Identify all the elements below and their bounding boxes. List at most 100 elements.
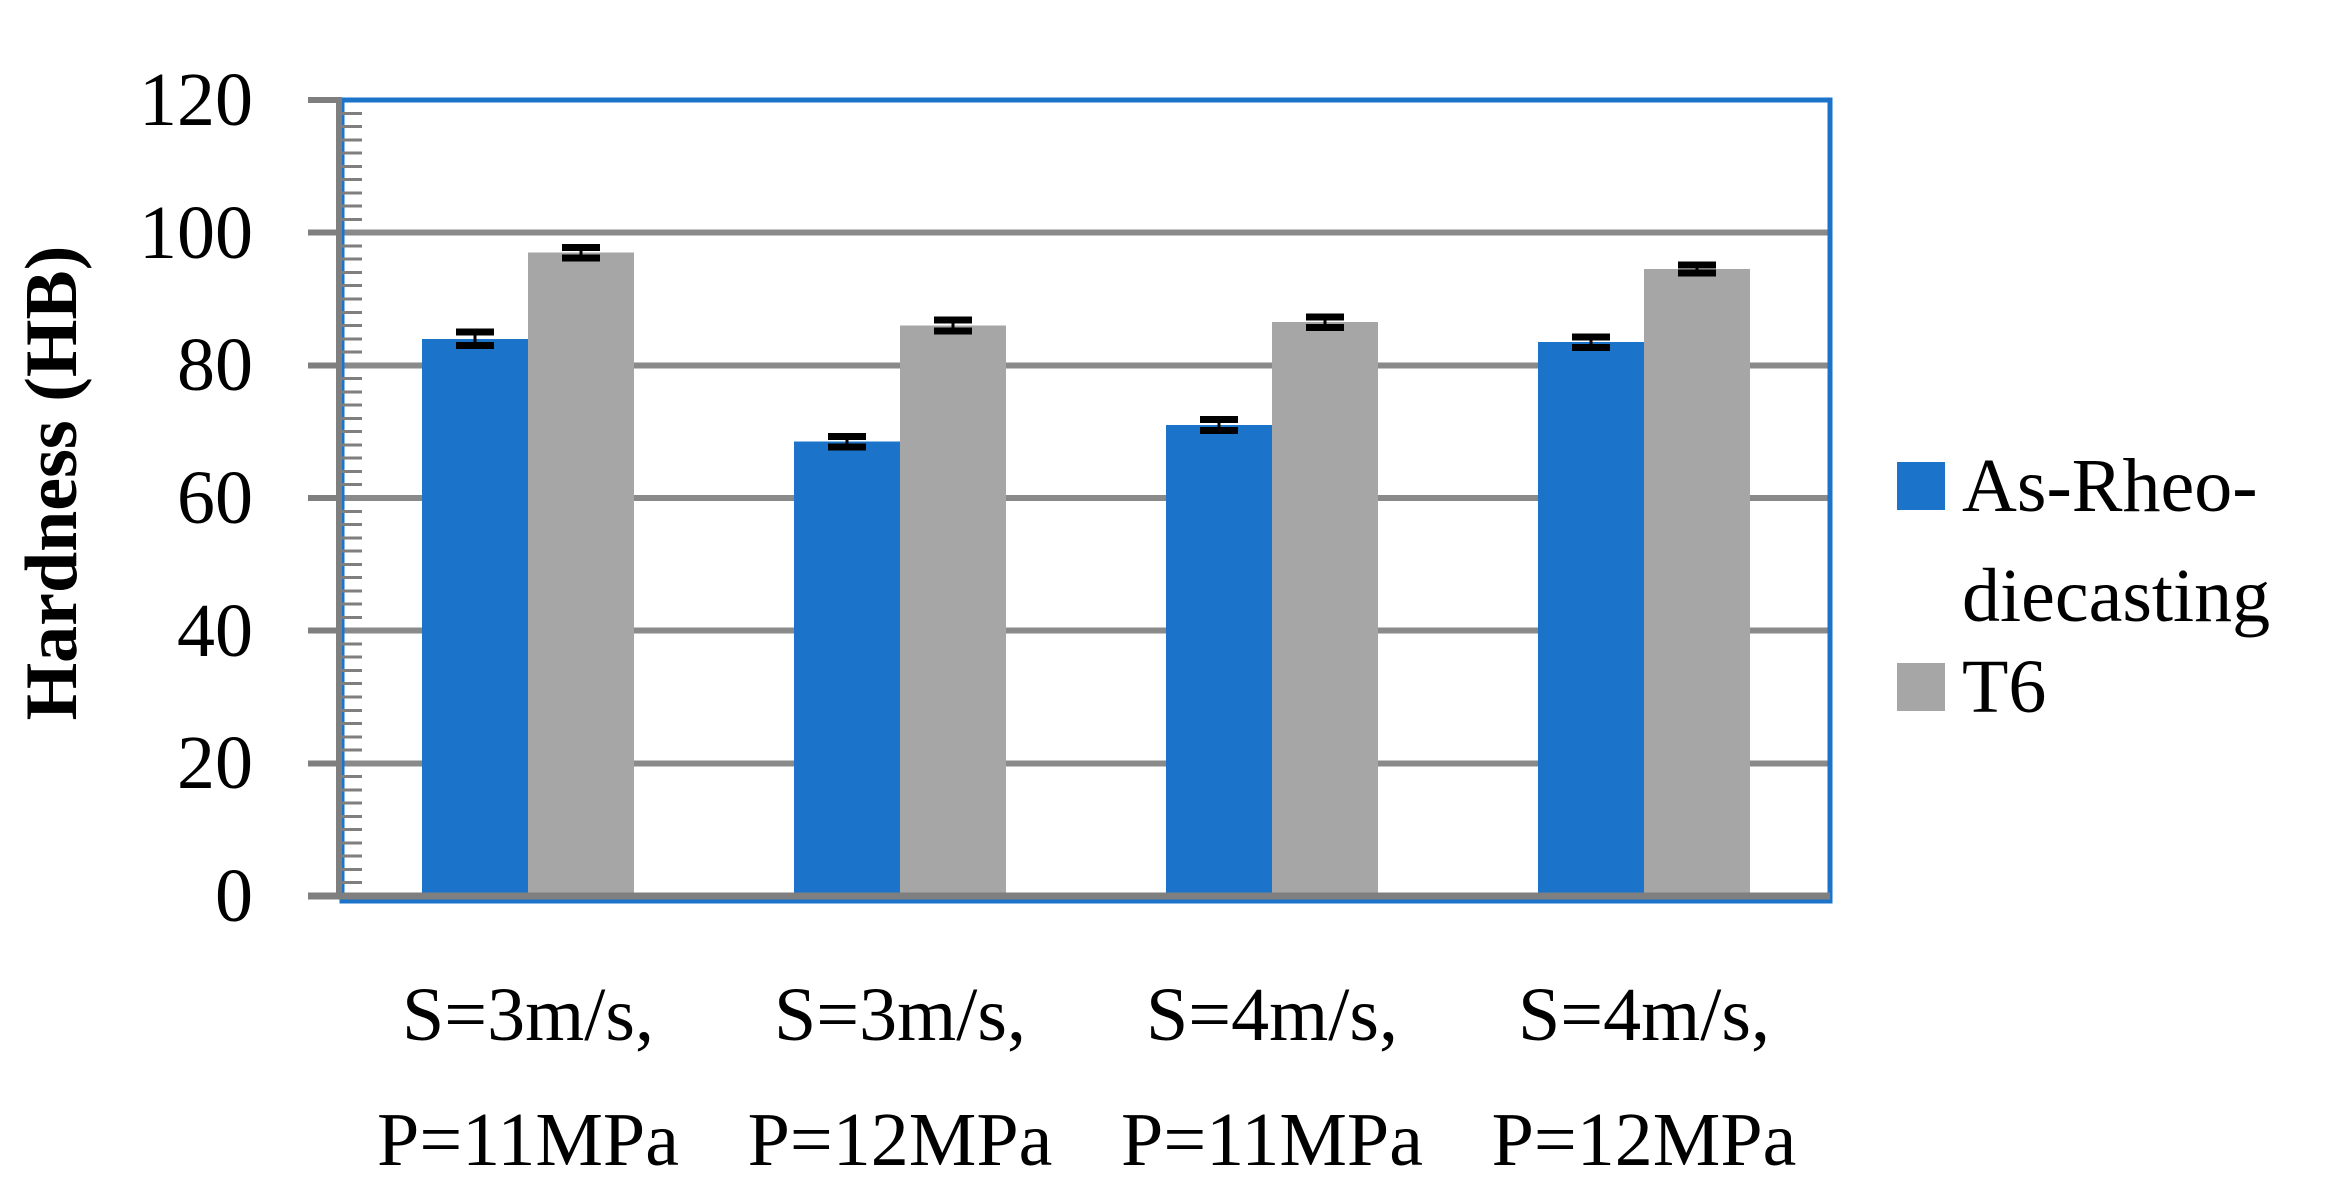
error-bar-top-cap — [934, 316, 972, 324]
error-bar-line — [579, 247, 583, 258]
legend-label-as-rheo-line2: diecasting — [1962, 554, 2270, 638]
error-bar-top-cap — [456, 328, 494, 336]
y-axis-minor-tick — [342, 828, 362, 832]
y-axis-minor-tick — [342, 416, 362, 420]
y-axis-minor-tick — [342, 483, 362, 487]
y-axis-minor-tick — [342, 191, 362, 195]
y-axis-minor-tick — [342, 310, 362, 314]
y-tick-label-120: 120 — [139, 58, 253, 142]
y-axis-minor-tick — [342, 297, 362, 301]
error-bar-top-cap — [1678, 261, 1716, 269]
error-bar-as-rheo-diecasting-group4 — [1572, 333, 1610, 351]
y-axis-title: Hardness (HB) — [11, 246, 93, 721]
x-label-g3-line1: S=4m/s, — [1146, 973, 1398, 1057]
error-bar-t6-group1 — [562, 243, 600, 262]
error-bar-as-rheo-diecasting-group2 — [828, 432, 866, 451]
error-bar-t6-group4 — [1678, 261, 1716, 277]
y-axis-minor-tick — [342, 642, 362, 646]
y-axis-major-tick-20 — [308, 760, 342, 767]
legend-label-t6: T6 — [1962, 645, 2046, 729]
error-bar-line — [1589, 336, 1593, 348]
y-tick-label-0: 0 — [215, 854, 253, 938]
error-bar-bottom-cap — [934, 327, 972, 335]
y-axis-major-tick-0 — [308, 893, 342, 899]
gridline-y-100 — [342, 229, 1830, 236]
y-axis-minor-tick — [342, 111, 362, 115]
y-axis-minor-tick — [342, 350, 362, 354]
y-axis-minor-tick — [342, 562, 362, 566]
x-label-g3-line2: P=11MPa — [1121, 1098, 1423, 1182]
y-axis-minor-tick — [342, 881, 362, 885]
error-bar-line — [845, 436, 849, 447]
x-label-g2-line2: P=12MPa — [748, 1098, 1053, 1182]
y-tick-labels: 0 20 40 60 80 100 120 — [139, 58, 253, 938]
y-tick-label-40: 40 — [177, 589, 253, 673]
y-axis-minor-tick — [342, 536, 362, 540]
y-axis-major-tick-100 — [308, 229, 342, 236]
y-axis-minor-tick — [342, 814, 362, 818]
error-bar-top-cap — [1572, 333, 1610, 341]
x-label-g4-line2: P=12MPa — [1492, 1098, 1797, 1182]
y-axis-minor-tick — [342, 655, 362, 659]
y-axis-minor-tick — [342, 270, 362, 274]
y-axis-minor-tick — [342, 257, 362, 261]
legend: As-Rheo- diecasting T6 — [1897, 444, 2270, 729]
x-label-g2-line1: S=3m/s, — [774, 973, 1026, 1057]
error-bar-bottom-cap — [456, 341, 494, 349]
bar-as-rheo-diecasting-group4 — [1538, 342, 1644, 896]
bar-t6-group2 — [900, 325, 1006, 896]
error-bar-as-rheo-diecasting-group3 — [1200, 416, 1238, 434]
y-axis-minor-tick — [342, 284, 362, 288]
bar-t6-group4 — [1644, 269, 1750, 896]
bar-as-rheo-diecasting-group1 — [422, 338, 528, 896]
error-bar-line — [951, 320, 955, 331]
error-bar-top-cap — [828, 432, 866, 440]
y-tick-label-20: 20 — [177, 721, 253, 805]
y-axis-minor-tick — [342, 576, 362, 580]
bar-t6-group3 — [1272, 322, 1378, 896]
y-axis-minor-tick — [342, 324, 362, 328]
bar-t6-group1 — [528, 252, 634, 897]
y-axis-minor-tick — [342, 217, 362, 221]
y-axis-minor-tick — [342, 390, 362, 394]
y-axis-minor-tick — [342, 151, 362, 155]
legend-label-as-rheo-line1: As-Rheo- — [1962, 444, 2258, 528]
y-tick-label-80: 80 — [177, 323, 253, 407]
error-bar-as-rheo-diecasting-group1 — [456, 328, 494, 349]
y-axis-minor-tick — [342, 668, 362, 672]
y-axis-major-tick-120 — [308, 97, 342, 103]
error-bar-bottom-cap — [1200, 426, 1238, 434]
y-axis-minor-tick — [342, 867, 362, 871]
gridline-y-40 — [342, 627, 1830, 634]
y-axis-minor-tick — [342, 509, 362, 513]
error-bar-t6-group2 — [934, 316, 972, 335]
y-axis-minor-tick — [342, 589, 362, 593]
error-bar-bottom-cap — [1572, 343, 1610, 351]
x-axis-baseline — [308, 892, 1830, 900]
y-axis-minor-tick — [342, 377, 362, 381]
x-label-g1-line2: P=11MPa — [377, 1098, 679, 1182]
y-axis-minor-tick — [342, 775, 362, 779]
y-axis-minor-tick — [342, 748, 362, 752]
error-bar-line — [473, 332, 477, 346]
y-axis-minor-tick — [342, 523, 362, 527]
y-axis-minor-tick — [342, 178, 362, 182]
y-axis-major-tick-80 — [308, 362, 342, 369]
y-axis-minor-tick — [342, 430, 362, 434]
y-axis-minor-tick — [342, 695, 362, 699]
legend-swatch-as-rheo-diecasting — [1897, 462, 1945, 510]
y-axis-minor-tick — [342, 469, 362, 473]
y-axis-minor-tick — [342, 138, 362, 142]
error-bar-t6-group3 — [1306, 313, 1344, 332]
y-axis-minor-tick — [342, 788, 362, 792]
y-axis-minor-tick — [342, 244, 362, 248]
y-axis-minor-tick — [342, 854, 362, 858]
y-axis-minor-tick — [342, 615, 362, 619]
x-label-g1-line1: S=3m/s, — [402, 973, 654, 1057]
error-bar-top-cap — [1200, 416, 1238, 424]
y-axis-minor-tick — [342, 549, 362, 553]
error-bar-bottom-cap — [1306, 324, 1344, 332]
y-axis-minor-tick — [342, 708, 362, 712]
